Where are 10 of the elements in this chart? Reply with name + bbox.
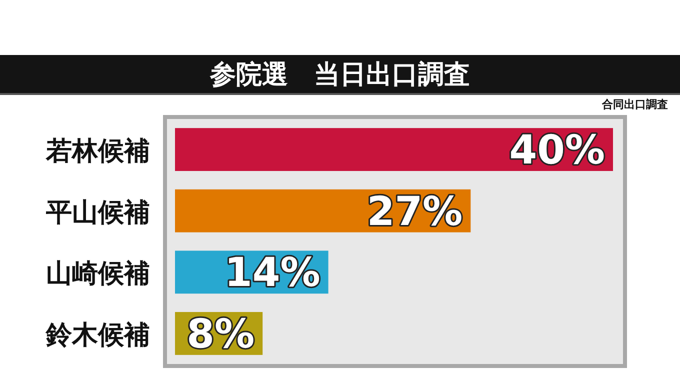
y-tick-label: 山崎候補 <box>46 259 150 290</box>
data-label: 14% <box>224 250 320 296</box>
y-tick-label: 鈴木候補 <box>45 320 150 350</box>
y-tick-label: 若林候補 <box>45 136 150 167</box>
data-label: 27% <box>366 188 463 235</box>
data-label: 8% <box>186 311 255 358</box>
chart-title: 参院選 当日出口調査 <box>209 60 470 90</box>
y-tick-label: 平山候補 <box>45 198 150 228</box>
data-label: 40% <box>509 128 605 174</box>
text: 合同出口調査 <box>601 98 668 111</box>
